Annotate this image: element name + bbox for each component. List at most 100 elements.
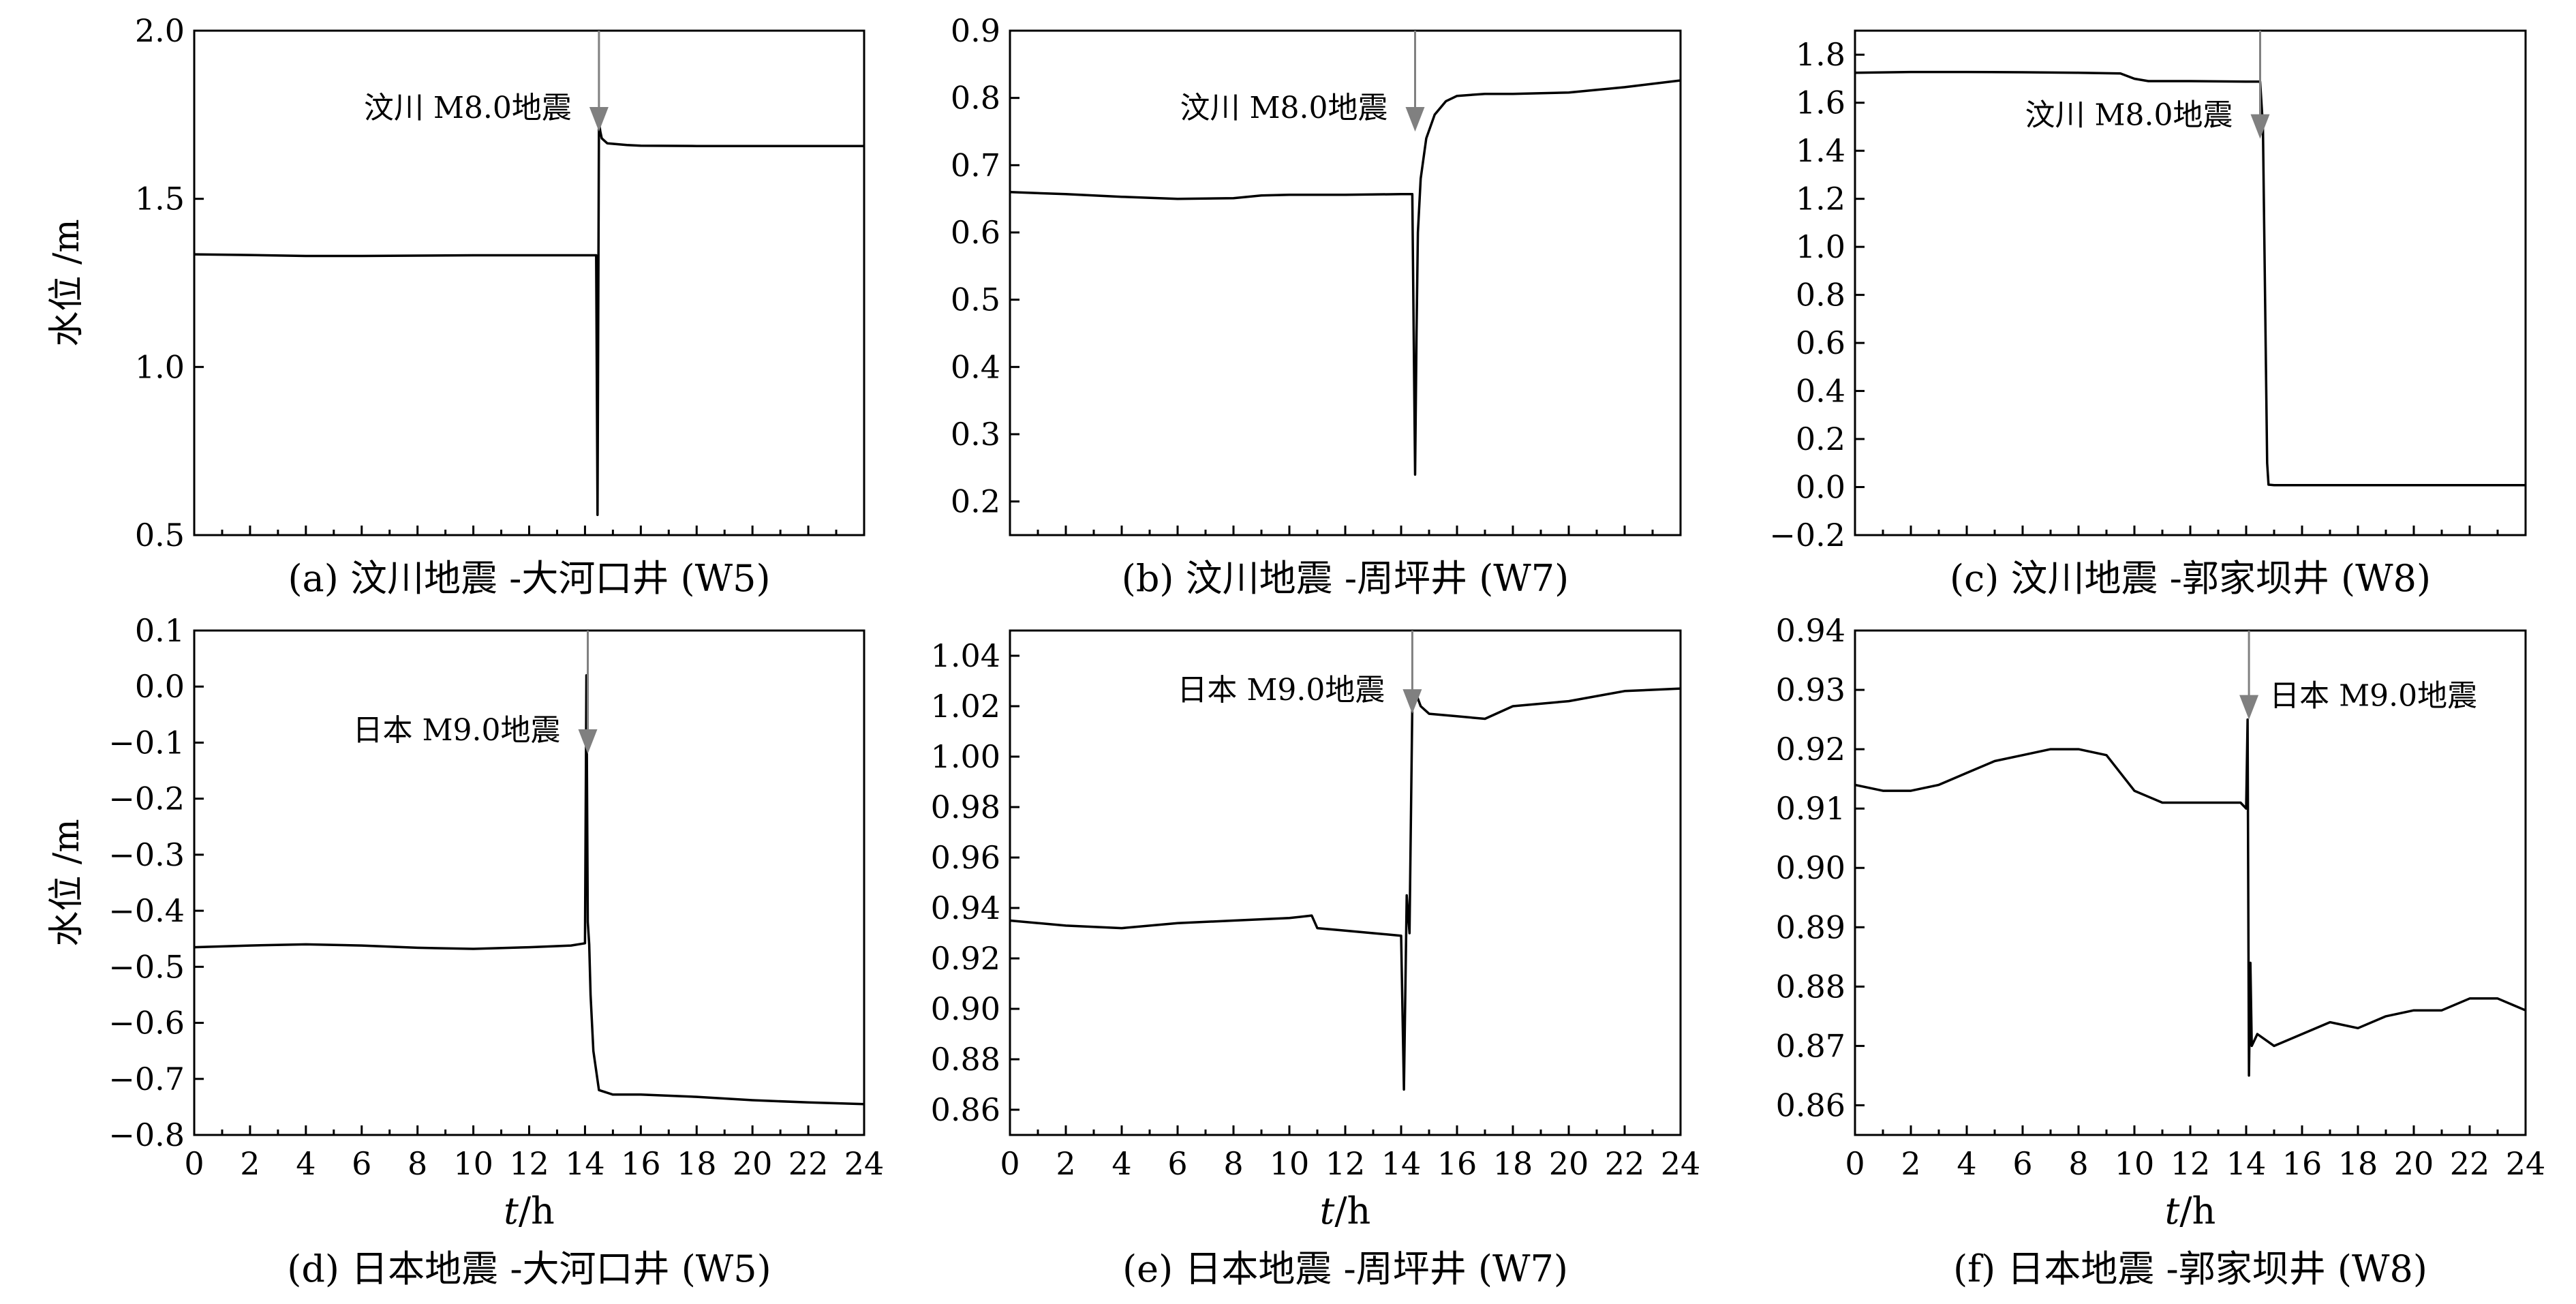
x-axis-label: t/h [504, 1189, 555, 1232]
x-axis-label: t/h [2165, 1189, 2216, 1232]
x-tick-label: 16 [1437, 1145, 1477, 1182]
event-label: 日本 M9.0地震 [2269, 679, 2477, 714]
y-tick-label: 0.3 [951, 416, 1000, 453]
event-arrow-head [1405, 107, 1425, 132]
y-tick-label: 0.2 [1796, 421, 1845, 457]
series-line [1009, 687, 1681, 1091]
series-line [194, 120, 864, 517]
y-tick-label: 1.5 [135, 181, 185, 217]
panel-caption: (d) 日本地震 -大河口井 (W5) [287, 1247, 771, 1290]
x-tick-label: 2 [240, 1145, 260, 1182]
y-tick-label: 0.5 [135, 517, 185, 554]
event-label: 汶川 M8.0地震 [364, 91, 572, 125]
x-tick-label: 2 [1056, 1145, 1075, 1182]
y-tick-label: 0.4 [1796, 373, 1845, 410]
y-tick-label: 0.6 [951, 214, 1000, 251]
event-label: 日本 M9.0地震 [1177, 673, 1385, 708]
y-tick-label: 0.1 [135, 612, 185, 649]
x-tick-label: 24 [2506, 1145, 2546, 1182]
y-tick-label: 0.87 [1776, 1027, 1845, 1064]
event-arrow-head [578, 729, 598, 754]
y-tick-label: −0.7 [108, 1061, 185, 1097]
event-label: 汶川 M8.0地震 [2025, 98, 2233, 133]
y-tick-label: −0.8 [108, 1117, 185, 1153]
x-tick-label: 14 [2226, 1145, 2267, 1182]
y-tick-label: 0.88 [931, 1041, 1000, 1078]
y-tick-label: 0.93 [1776, 671, 1845, 708]
y-tick-label: −0.6 [108, 1005, 185, 1042]
panel-caption: (e) 日本地震 -周坪井 (W7) [1122, 1247, 1568, 1290]
y-tick-label: 0.7 [951, 147, 1000, 183]
x-tick-label: 20 [1549, 1145, 1589, 1182]
y-axis-label: 水位 /m [46, 819, 87, 946]
y-tick-label: −0.1 [108, 724, 185, 761]
y-tick-label: −0.4 [108, 892, 185, 929]
x-tick-label: 6 [352, 1145, 371, 1182]
y-tick-label: 0.98 [931, 789, 1000, 825]
y-tick-label: 0.2 [951, 483, 1000, 520]
y-tick-label: 0.92 [1776, 731, 1845, 768]
x-tick-label: 8 [1223, 1145, 1243, 1182]
y-tick-label: 0.89 [1776, 909, 1845, 945]
y-tick-label: 0.4 [951, 348, 1000, 385]
panel-caption: (c) 汶川地震 -郭家坝井 (W8) [1950, 557, 2431, 600]
x-tick-label: 10 [1270, 1145, 1310, 1182]
x-tick-label: 6 [1167, 1145, 1187, 1182]
x-tick-label: 14 [565, 1145, 605, 1182]
x-tick-label: 18 [677, 1145, 717, 1182]
y-tick-label: 0.90 [931, 990, 1000, 1027]
event-arrow-head [589, 107, 609, 132]
y-tick-label: 1.00 [931, 738, 1000, 775]
x-tick-label: 10 [2115, 1145, 2155, 1182]
y-tick-label: 1.8 [1796, 36, 1845, 73]
y-tick-label: 0.91 [1776, 790, 1845, 827]
x-tick-label: 22 [2450, 1145, 2490, 1182]
x-tick-label: 16 [2282, 1145, 2322, 1182]
y-tick-label: 0.90 [1776, 849, 1845, 886]
x-tick-label: 10 [453, 1145, 493, 1182]
x-tick-label: 2 [1901, 1145, 1920, 1182]
x-tick-label: 14 [1381, 1145, 1422, 1182]
x-tick-label: 8 [2068, 1145, 2088, 1182]
x-tick-label: 0 [1845, 1145, 1865, 1182]
y-tick-label: −0.2 [108, 780, 185, 817]
y-tick-label: −0.3 [108, 836, 185, 873]
event-arrow-head [1402, 689, 1422, 714]
x-tick-label: 16 [621, 1145, 661, 1182]
y-tick-label: 1.2 [1796, 181, 1845, 217]
panel-f: 0.860.870.880.890.900.910.920.930.940 2 4 6… [1776, 612, 2546, 1290]
y-tick-label: 1.02 [931, 688, 1000, 725]
x-tick-label: 22 [788, 1145, 829, 1182]
x-tick-label: 4 [1957, 1145, 1976, 1182]
event-label: 日本 M9.0地震 [352, 713, 560, 748]
x-tick-label: 24 [844, 1145, 885, 1182]
y-tick-label: 0.6 [1796, 324, 1845, 361]
y-tick-label: 1.04 [931, 637, 1000, 674]
event-arrow-head [2239, 695, 2259, 720]
y-tick-label: −0.2 [1769, 517, 1845, 554]
y-tick-label: 0.86 [931, 1091, 1000, 1128]
x-tick-label: 12 [1325, 1145, 1366, 1182]
y-tick-label: 1.6 [1796, 85, 1845, 121]
y-tick-label: 0.5 [951, 282, 1000, 318]
x-tick-label: 4 [296, 1145, 316, 1182]
x-tick-label: 18 [1493, 1145, 1533, 1182]
y-tick-label: 0.94 [931, 890, 1000, 926]
series-line [1854, 70, 2526, 487]
panel-caption: (b) 汶川地震 -周坪井 (W7) [1122, 557, 1569, 600]
x-tick-label: 0 [184, 1145, 204, 1182]
panel-d: −0.8−0.7−0.6−0.5−0.4−0.3−0.2−0.10.00.10 2… [46, 612, 884, 1290]
y-tick-label: 1.4 [1796, 132, 1845, 169]
event-label: 汶川 M8.0地震 [1180, 91, 1387, 125]
y-tick-label: 1.0 [135, 348, 185, 385]
y-tick-label: 1.0 [1796, 228, 1845, 265]
panel-c: −0.2 0.0 0.2 0.4 0.6 0.8 1.0 1.2 1.4 1.6 1.8 汶川 M8.… [1769, 29, 2527, 600]
y-tick-label: −0.5 [108, 948, 185, 985]
x-tick-label: 12 [509, 1145, 549, 1182]
panel-caption: (a) 汶川地震 -大河口井 (W5) [288, 557, 770, 600]
series-line [1854, 718, 2526, 1077]
x-tick-label: 4 [1111, 1145, 1131, 1182]
x-tick-label: 0 [1000, 1145, 1019, 1182]
